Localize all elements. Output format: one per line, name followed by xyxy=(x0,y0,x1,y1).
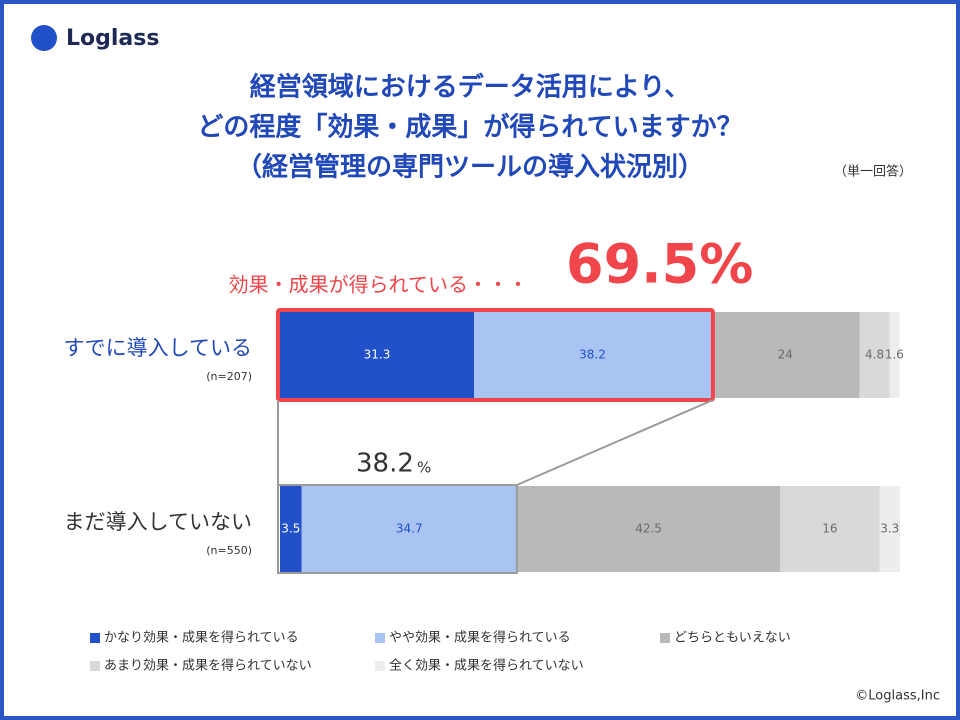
legend-label: やや効果・成果を得られている xyxy=(389,630,571,646)
sub-unit: % xyxy=(417,459,431,477)
value-label: 38.2 xyxy=(579,348,606,362)
sub-box xyxy=(277,484,518,574)
logo-icon xyxy=(31,25,57,51)
legend-swatch xyxy=(660,633,670,643)
legend-label: かなり効果・成果を得られている xyxy=(104,630,299,646)
legend-swatch xyxy=(375,661,385,671)
value-label: 3.3 xyxy=(880,522,899,536)
bar-segment xyxy=(859,312,890,398)
title: どの程度「効果・成果」が得られていますか？ xyxy=(197,112,742,143)
legend-label: 全く効果・成果を得られていない xyxy=(389,658,584,674)
value-label: 16 xyxy=(822,522,837,536)
category-note: (n=207) xyxy=(206,370,252,383)
value-label: 24 xyxy=(778,348,793,362)
legend-label: あまり効果・成果を得られていない xyxy=(104,658,312,674)
footer: ©Loglass,Inc xyxy=(855,689,940,704)
title: 経営領域におけるデータ活用により、 xyxy=(250,72,690,103)
legend-swatch xyxy=(90,661,100,671)
logo: Loglass xyxy=(66,26,159,51)
value-label: 31.3 xyxy=(364,348,391,362)
legend-swatch xyxy=(375,633,385,643)
bar-segment xyxy=(280,486,302,572)
highlight-value: 69.5% xyxy=(566,233,753,296)
bar-segment xyxy=(280,312,475,398)
bar-segment xyxy=(889,312,900,398)
title: （経営管理の専門ツールの導入状況別） xyxy=(236,152,704,183)
category-label: すでに導入している xyxy=(63,336,252,360)
category-label: まだ導入していない xyxy=(64,510,252,534)
value-label: 1.6 xyxy=(885,348,904,362)
bar-segment xyxy=(516,486,781,572)
highlight-label: 効果・成果が得られている・・・ xyxy=(229,273,528,297)
bar-segment xyxy=(474,312,711,398)
legend-swatch xyxy=(90,633,100,643)
highlight-box xyxy=(276,308,715,402)
value-label: 3.5 xyxy=(281,522,300,536)
note: （単一回答） xyxy=(834,164,912,180)
legend-label: どちらともいえない xyxy=(674,631,791,646)
bar-segment xyxy=(301,486,517,572)
value-label: 34.7 xyxy=(396,522,423,536)
bar-segment xyxy=(879,486,900,572)
bar-segment xyxy=(710,312,860,398)
bar-segment xyxy=(780,486,880,572)
category-note: (n=550) xyxy=(206,544,252,557)
value-label: 4.8 xyxy=(865,348,884,362)
value-label: 42.5 xyxy=(635,522,662,536)
connector xyxy=(516,399,714,486)
sub-value: 38.2 xyxy=(356,449,414,479)
